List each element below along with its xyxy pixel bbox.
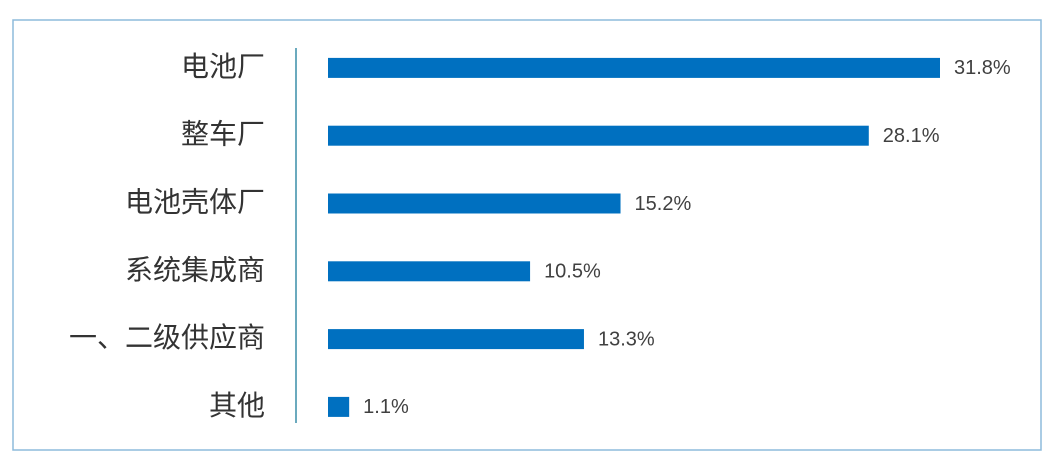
category-label: 电池厂: [181, 50, 265, 83]
category-label: 其他: [209, 389, 265, 422]
bar: [328, 261, 531, 282]
value-label: 15.2%: [635, 193, 692, 215]
value-label: 10.5%: [544, 261, 601, 283]
category-label: 一、二级供应商: [69, 321, 265, 354]
value-label: 31.8%: [954, 57, 1011, 79]
category-label: 整车厂: [181, 118, 265, 151]
value-label: 13.3%: [598, 328, 655, 350]
bar: [328, 57, 940, 78]
category-label: 电池壳体厂: [125, 186, 265, 219]
value-label: 1.1%: [363, 396, 409, 418]
bar: [328, 193, 621, 214]
bar: [328, 396, 350, 417]
value-label: 28.1%: [883, 125, 940, 147]
bar: [328, 125, 869, 146]
bar: [328, 329, 584, 350]
frame: [12, 19, 1042, 451]
category-label: 系统集成商: [125, 253, 265, 286]
